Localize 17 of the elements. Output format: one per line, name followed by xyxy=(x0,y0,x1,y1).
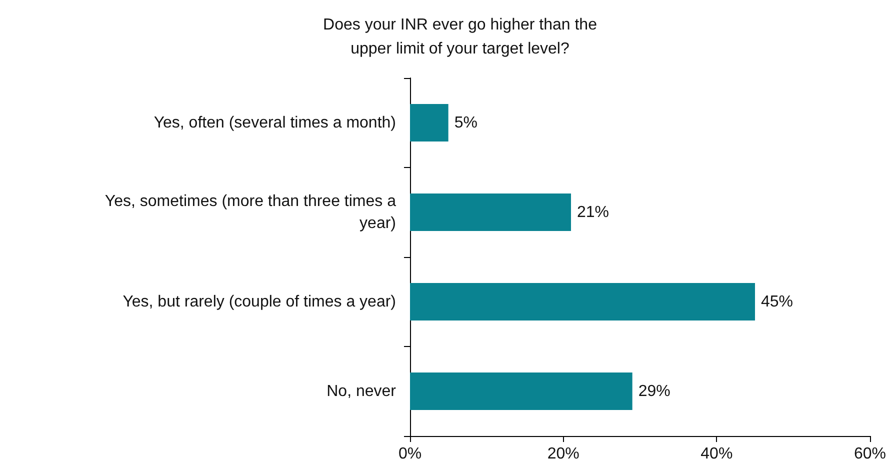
y-tick-label: No, never xyxy=(326,382,397,400)
y-tick-label: Yes, but rarely (couple of times a year) xyxy=(122,293,396,310)
x-tick-label: 0% xyxy=(398,446,422,462)
chart-title: Does your INR ever go higher than the upper limit of your target level? xyxy=(323,16,598,58)
data-label: 21% xyxy=(577,204,610,221)
bar xyxy=(410,282,755,321)
bar xyxy=(410,193,571,232)
x-tick-label: 60% xyxy=(854,446,886,462)
data-label: 45% xyxy=(761,293,794,310)
bar xyxy=(410,372,632,410)
data-label: 5% xyxy=(454,114,478,132)
data-label: 29% xyxy=(638,382,670,400)
y-tick-label: Yes, sometimes (more than three times a year) xyxy=(104,192,396,232)
y-tick-label: Yes, often (several times a month) xyxy=(154,114,396,132)
x-tick-label: 20% xyxy=(547,446,580,462)
x-tick-label: 40% xyxy=(700,446,733,462)
bar xyxy=(410,104,448,142)
